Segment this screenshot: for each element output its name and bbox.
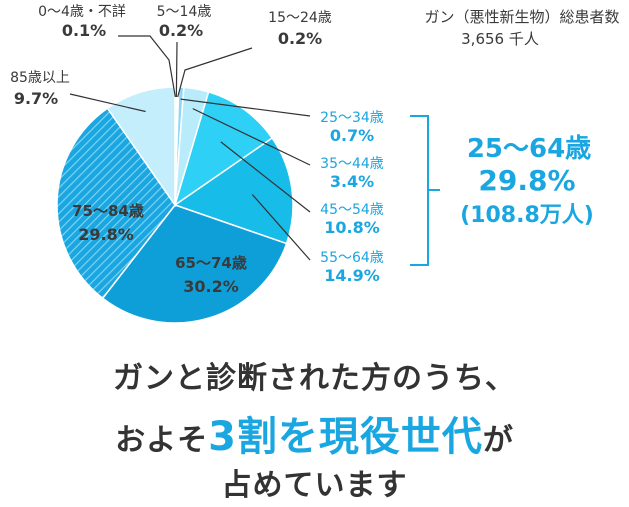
leader-line-0 bbox=[118, 35, 176, 98]
pie-slice-5 bbox=[173, 90, 274, 207]
headline-highlight: 3割を現役世代 bbox=[208, 414, 483, 460]
slice-value-75-84: 29.8% bbox=[78, 225, 134, 244]
chart-title: ガン（悪性新生物）総患者数 bbox=[424, 8, 619, 26]
group-bracket bbox=[410, 115, 440, 266]
slice-label-75-84: 75～84歳 bbox=[72, 202, 144, 220]
headline-line-2-pre: およそ bbox=[115, 423, 209, 458]
leader-line-6 bbox=[251, 194, 311, 261]
slice-label-45-54: 45～54歳 bbox=[320, 202, 384, 218]
slice-value-35-44: 3.4% bbox=[330, 172, 374, 191]
headline-line-3: 占めています bbox=[221, 468, 408, 503]
slice-value-55-64: 14.9% bbox=[324, 266, 380, 285]
pie-slice-6 bbox=[173, 137, 294, 245]
leader-line-2 bbox=[177, 47, 253, 98]
headline-line-2-post: が bbox=[482, 423, 514, 458]
slice-label-35-44: 35～44歳 bbox=[320, 156, 384, 172]
slice-label-55-64: 55～64歳 bbox=[320, 250, 384, 266]
pie-slice-8 bbox=[56, 107, 176, 300]
slice-label-85-plus: 85歳以上 bbox=[10, 70, 70, 86]
headline-line-1: ガンと診断された方のうち、 bbox=[113, 361, 516, 396]
headline-line-2: およそ3割を現役世代が bbox=[0, 404, 629, 462]
leader-lines bbox=[69, 35, 311, 261]
group-summary-value: 29.8% bbox=[478, 164, 575, 197]
slice-label-65-74: 65～74歳 bbox=[175, 254, 247, 272]
slice-value-0-4: 0.1% bbox=[62, 21, 106, 40]
leader-line-9 bbox=[69, 93, 146, 113]
slice-value-45-54: 10.8% bbox=[324, 218, 380, 237]
slice-value-25-34: 0.7% bbox=[330, 126, 374, 145]
pie-slice-7 bbox=[101, 204, 288, 324]
chart-subtitle: 3,656 千人 bbox=[461, 30, 539, 48]
group-summary-label: 25～64歳 bbox=[467, 134, 591, 164]
group-summary-note: (108.8万人) bbox=[460, 203, 594, 228]
leader-line-1 bbox=[175, 41, 178, 98]
slice-value-65-74: 30.2% bbox=[183, 277, 239, 296]
slice-value-85-plus: 9.7% bbox=[14, 89, 58, 108]
leader-line-3 bbox=[180, 98, 311, 117]
slice-label-15-24: 15～24歳 bbox=[268, 10, 332, 26]
pie-slice-9 bbox=[106, 86, 176, 208]
leader-line-4 bbox=[192, 108, 311, 166]
slice-label-25-34: 25～34歳 bbox=[320, 110, 384, 126]
leader-line-5 bbox=[220, 141, 311, 213]
slice-label-0-4: 0～4歳・不詳 bbox=[38, 4, 126, 20]
slice-value-15-24: 0.2% bbox=[278, 29, 322, 48]
slice-label-5-14: 5～14歳 bbox=[157, 4, 212, 20]
pie-slices bbox=[56, 86, 294, 324]
slice-value-5-14: 0.2% bbox=[159, 21, 203, 40]
pie-chart: ガン（悪性新生物）総患者数 3,656 千人 0～4歳・不詳 0.1% 5～14… bbox=[10, 4, 620, 324]
